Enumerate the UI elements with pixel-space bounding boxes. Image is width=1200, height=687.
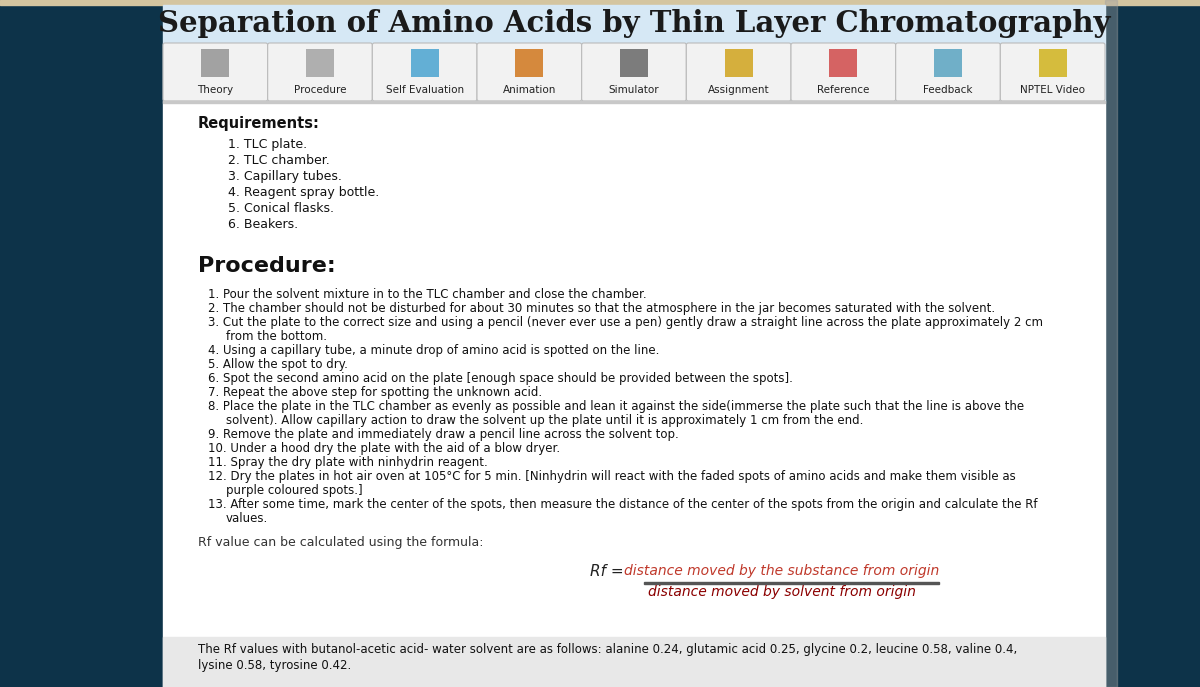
Text: 6. Beakers.: 6. Beakers. — [228, 218, 298, 231]
Text: purple coloured spots.]: purple coloured spots.] — [226, 484, 362, 497]
Bar — [725, 49, 752, 77]
Text: Rf =: Rf = — [590, 565, 624, 580]
Text: 6. Spot the second amino acid on the plate [enough space should be provided betw: 6. Spot the second amino acid on the pla… — [208, 372, 793, 385]
Text: Rf value can be calculated using the formula:: Rf value can be calculated using the for… — [198, 536, 484, 549]
Text: 4. Reagent spray bottle.: 4. Reagent spray bottle. — [228, 186, 379, 199]
Bar — [163, 637, 1105, 687]
Text: Procedure: Procedure — [294, 85, 347, 95]
Text: 10. Under a hood dry the plate with the aid of a blow dryer.: 10. Under a hood dry the plate with the … — [208, 442, 560, 455]
Text: distance moved by the substance from origin: distance moved by the substance from ori… — [624, 564, 940, 578]
Text: Reference: Reference — [817, 85, 870, 95]
Text: 4. Using a capillary tube, a minute drop of amino acid is spotted on the line.: 4. Using a capillary tube, a minute drop… — [208, 344, 659, 357]
FancyBboxPatch shape — [372, 43, 478, 101]
Bar — [163, 101, 1105, 687]
Bar — [202, 49, 229, 77]
Bar — [410, 49, 439, 77]
FancyBboxPatch shape — [478, 43, 582, 101]
Text: Requirements:: Requirements: — [198, 116, 320, 131]
Bar — [829, 49, 857, 77]
Text: 12. Dry the plates in hot air oven at 105°C for 5 min. [Ninhydrin will react wit: 12. Dry the plates in hot air oven at 10… — [208, 470, 1015, 483]
Bar — [1039, 49, 1067, 77]
Text: distance moved by solvent from origin: distance moved by solvent from origin — [648, 585, 916, 599]
Text: 13. After some time, mark the center of the spots, then measure the distance of : 13. After some time, mark the center of … — [208, 498, 1038, 511]
FancyBboxPatch shape — [895, 43, 1001, 101]
Bar — [163, 101, 1105, 102]
Bar — [163, 5, 1105, 43]
Text: 1. TLC plate.: 1. TLC plate. — [228, 138, 307, 151]
FancyBboxPatch shape — [1001, 43, 1105, 101]
Text: lysine 0.58, tyrosine 0.42.: lysine 0.58, tyrosine 0.42. — [198, 659, 352, 672]
Text: NPTEL Video: NPTEL Video — [1020, 85, 1085, 95]
Text: The Rf values with butanol-acetic acid- water solvent are as follows: alanine 0.: The Rf values with butanol-acetic acid- … — [198, 643, 1018, 656]
Text: 2. TLC chamber.: 2. TLC chamber. — [228, 154, 330, 167]
Bar — [620, 49, 648, 77]
Text: 3. Cut the plate to the correct size and using a pencil (never ever use a pen) g: 3. Cut the plate to the correct size and… — [208, 316, 1043, 329]
Bar — [306, 49, 334, 77]
Text: values.: values. — [226, 512, 269, 525]
Text: 11. Spray the dry plate with ninhydrin reagent.: 11. Spray the dry plate with ninhydrin r… — [208, 456, 487, 469]
Text: 5. Conical flasks.: 5. Conical flasks. — [228, 202, 334, 215]
Bar — [644, 582, 940, 583]
FancyBboxPatch shape — [268, 43, 372, 101]
Bar — [1105, 0, 1117, 687]
Text: Animation: Animation — [503, 85, 556, 95]
Text: 1. Pour the solvent mixture in to the TLC chamber and close the chamber.: 1. Pour the solvent mixture in to the TL… — [208, 288, 647, 301]
Text: solvent). Allow capillary action to draw the solvent up the plate until it is ap: solvent). Allow capillary action to draw… — [226, 414, 863, 427]
Text: 5. Allow the spot to dry.: 5. Allow the spot to dry. — [208, 358, 348, 371]
Text: Procedure:: Procedure: — [198, 256, 336, 276]
Text: Theory: Theory — [197, 85, 233, 95]
Text: 8. Place the plate in the TLC chamber as evenly as possible and lean it against : 8. Place the plate in the TLC chamber as… — [208, 400, 1024, 413]
Bar — [163, 43, 1105, 101]
Text: 2. The chamber should not be disturbed for about 30 minutes so that the atmosphe: 2. The chamber should not be disturbed f… — [208, 302, 995, 315]
Text: Simulator: Simulator — [608, 85, 659, 95]
Bar — [515, 49, 544, 77]
Text: Self Evaluation: Self Evaluation — [385, 85, 463, 95]
Text: Separation of Amino Acids by Thin Layer Chromatography: Separation of Amino Acids by Thin Layer … — [157, 10, 1110, 38]
Bar — [934, 49, 962, 77]
FancyBboxPatch shape — [791, 43, 895, 101]
Text: 9. Remove the plate and immediately draw a pencil line across the solvent top.: 9. Remove the plate and immediately draw… — [208, 428, 679, 441]
FancyBboxPatch shape — [582, 43, 686, 101]
FancyBboxPatch shape — [163, 43, 268, 101]
FancyBboxPatch shape — [686, 43, 791, 101]
Text: Assignment: Assignment — [708, 85, 769, 95]
Text: Feedback: Feedback — [923, 85, 973, 95]
Text: from the bottom.: from the bottom. — [226, 330, 326, 343]
Bar — [0, 0, 1200, 5]
Text: 3. Capillary tubes.: 3. Capillary tubes. — [228, 170, 342, 183]
Text: 7. Repeat the above step for spotting the unknown acid.: 7. Repeat the above step for spotting th… — [208, 386, 542, 399]
